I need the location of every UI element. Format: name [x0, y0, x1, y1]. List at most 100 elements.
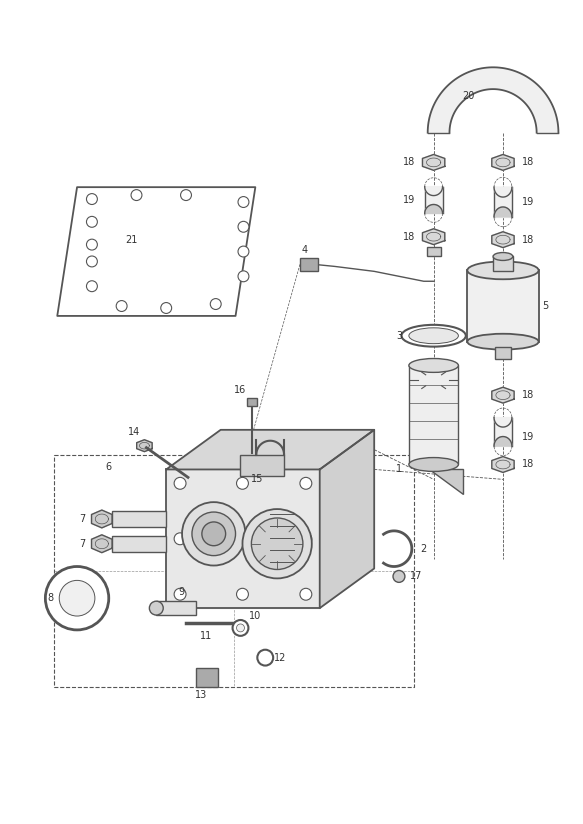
Circle shape: [237, 477, 248, 489]
Circle shape: [174, 477, 186, 489]
Text: 7: 7: [79, 514, 85, 524]
Bar: [409, 366, 458, 465]
Text: 18: 18: [403, 157, 415, 167]
Circle shape: [174, 533, 186, 545]
Polygon shape: [492, 387, 514, 403]
Text: 6: 6: [106, 462, 112, 472]
Circle shape: [181, 190, 191, 200]
Polygon shape: [425, 204, 442, 213]
Bar: [112, 536, 166, 551]
Text: 8: 8: [47, 593, 54, 603]
Polygon shape: [319, 430, 374, 608]
Circle shape: [45, 567, 109, 630]
Text: 16: 16: [234, 385, 247, 396]
Circle shape: [161, 302, 171, 313]
Polygon shape: [494, 437, 512, 446]
Circle shape: [300, 588, 312, 600]
Polygon shape: [492, 456, 514, 472]
Text: 14: 14: [128, 427, 141, 437]
Circle shape: [86, 256, 97, 267]
Circle shape: [86, 239, 97, 250]
Bar: [495, 347, 511, 358]
Bar: [166, 470, 319, 608]
Circle shape: [131, 190, 142, 200]
Circle shape: [210, 298, 221, 310]
Text: 18: 18: [522, 460, 534, 470]
Ellipse shape: [402, 325, 466, 347]
Ellipse shape: [468, 334, 539, 349]
Circle shape: [116, 301, 127, 311]
Polygon shape: [423, 229, 445, 245]
Text: 3: 3: [396, 330, 402, 341]
Circle shape: [243, 509, 312, 578]
Ellipse shape: [409, 328, 458, 344]
Polygon shape: [494, 418, 512, 427]
Circle shape: [174, 588, 186, 600]
Polygon shape: [494, 207, 512, 217]
Circle shape: [86, 194, 97, 204]
Circle shape: [192, 512, 236, 555]
Polygon shape: [166, 430, 374, 470]
Bar: [241, 455, 284, 476]
Circle shape: [86, 217, 97, 227]
Bar: [493, 256, 513, 271]
Text: 20: 20: [462, 91, 475, 101]
Bar: [247, 398, 257, 406]
Polygon shape: [92, 510, 112, 528]
Bar: [427, 246, 441, 256]
Text: 15: 15: [251, 475, 264, 485]
Text: 19: 19: [522, 432, 534, 442]
Circle shape: [149, 602, 163, 615]
Circle shape: [238, 246, 249, 257]
Polygon shape: [494, 187, 512, 197]
Polygon shape: [425, 187, 442, 195]
Text: 21: 21: [125, 235, 138, 245]
Text: 13: 13: [195, 691, 207, 700]
Text: 1: 1: [396, 465, 402, 475]
Circle shape: [233, 620, 248, 636]
Polygon shape: [423, 154, 445, 171]
Polygon shape: [492, 154, 514, 171]
Text: 4: 4: [302, 245, 308, 255]
Circle shape: [202, 522, 226, 545]
Circle shape: [237, 624, 244, 632]
Circle shape: [237, 588, 248, 600]
Circle shape: [300, 477, 312, 489]
Text: 9: 9: [178, 588, 184, 597]
Polygon shape: [57, 187, 255, 316]
Polygon shape: [492, 232, 514, 247]
Circle shape: [251, 518, 303, 569]
Circle shape: [86, 281, 97, 292]
Text: 5: 5: [542, 301, 549, 311]
Text: 10: 10: [249, 611, 261, 621]
Polygon shape: [92, 535, 112, 553]
Text: 12: 12: [274, 653, 286, 662]
Text: 18: 18: [522, 390, 534, 400]
Bar: [300, 259, 318, 271]
Text: 7: 7: [79, 539, 85, 549]
Circle shape: [300, 533, 312, 545]
Text: 2: 2: [420, 544, 427, 554]
Ellipse shape: [409, 457, 458, 471]
Polygon shape: [494, 418, 512, 446]
Polygon shape: [166, 470, 319, 608]
Polygon shape: [494, 187, 512, 217]
Text: 19: 19: [522, 197, 534, 207]
Circle shape: [182, 502, 245, 565]
Text: 19: 19: [403, 195, 415, 205]
Ellipse shape: [493, 252, 513, 260]
Polygon shape: [136, 440, 152, 452]
Circle shape: [257, 649, 273, 666]
Circle shape: [238, 222, 249, 232]
Circle shape: [393, 570, 405, 583]
Polygon shape: [428, 68, 559, 133]
Ellipse shape: [468, 261, 539, 279]
Text: 11: 11: [200, 631, 212, 641]
Circle shape: [59, 580, 95, 616]
Text: 18: 18: [522, 235, 534, 245]
Text: 18: 18: [403, 232, 415, 241]
Ellipse shape: [409, 358, 458, 372]
Circle shape: [238, 271, 249, 282]
Text: 17: 17: [410, 571, 422, 582]
Polygon shape: [429, 470, 463, 494]
